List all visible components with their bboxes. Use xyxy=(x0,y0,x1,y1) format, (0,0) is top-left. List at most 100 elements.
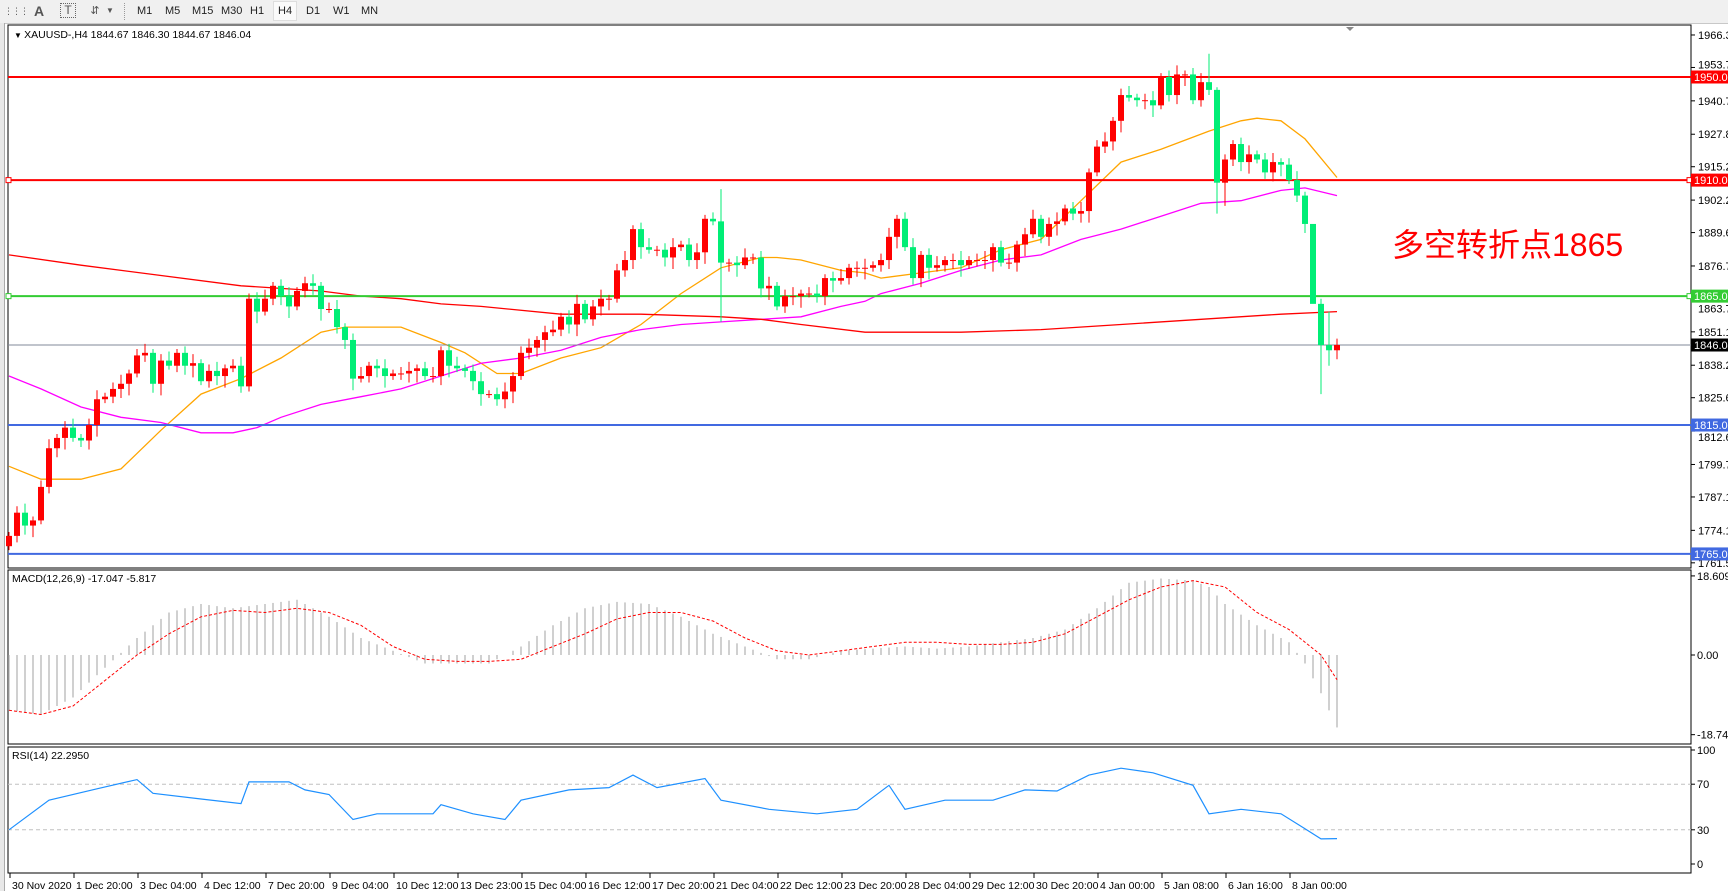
candle-body xyxy=(454,365,460,369)
level-price-tag xyxy=(1691,173,1728,187)
price-axis-label: 1876.70 xyxy=(1698,261,1728,273)
candle-body xyxy=(622,260,628,271)
candle-body xyxy=(862,267,868,269)
candle-body xyxy=(1150,100,1156,106)
candle-body xyxy=(886,236,892,261)
grid-icon[interactable]: ⋮⋮⋮ xyxy=(4,6,29,16)
arrows-icon[interactable]: ⇵ xyxy=(90,5,100,17)
toolbar: ⋮⋮⋮ A T ⇵ ▼ M1 M5 M15 M30 H1 H4 D1 W1 MN xyxy=(0,0,1728,24)
time-axis-label: 7 Dec 20:00 xyxy=(268,880,325,891)
shift-marker-icon[interactable] xyxy=(1346,27,1354,31)
level-price-tag xyxy=(1691,547,1728,561)
level-price-label: 1815.00 xyxy=(1694,420,1728,432)
candle-body xyxy=(1262,159,1268,173)
timeframe-mn[interactable]: MN xyxy=(361,5,379,17)
candle-body xyxy=(1030,218,1036,235)
candle-body xyxy=(54,437,60,449)
candle-body xyxy=(1118,95,1124,121)
candle-body xyxy=(198,363,204,382)
level-price-label: 1765.00 xyxy=(1694,549,1728,561)
timeframe-m1[interactable]: M1 xyxy=(137,5,153,17)
text-icon[interactable]: A xyxy=(33,3,45,19)
candle-body xyxy=(918,254,924,279)
time-axis-label: 9 Dec 04:00 xyxy=(332,880,389,891)
time-axis-label: 4 Jan 00:00 xyxy=(1100,880,1155,891)
rsi-panel xyxy=(7,746,1692,874)
candle-body xyxy=(518,352,524,377)
candle-body xyxy=(1006,262,1012,264)
candle-body xyxy=(598,298,604,307)
candle-body xyxy=(726,262,732,264)
candle-body xyxy=(646,247,652,250)
candle-body xyxy=(902,218,908,248)
candle-body xyxy=(534,339,540,348)
candle-body xyxy=(822,278,828,297)
candle-body xyxy=(1062,208,1068,222)
candle-body xyxy=(590,306,596,320)
timeframe-m15[interactable]: M15 xyxy=(192,5,214,17)
candle-body xyxy=(718,221,724,263)
time-axis-label: 13 Dec 23:00 xyxy=(460,880,523,891)
candle-body xyxy=(790,296,796,298)
candle-body xyxy=(1182,74,1188,76)
candle-body xyxy=(846,267,852,279)
candle-body xyxy=(1022,234,1028,245)
candle-body xyxy=(1174,74,1180,96)
candle-body xyxy=(1110,120,1116,142)
candle-body xyxy=(1078,211,1084,214)
candle-body xyxy=(334,309,340,328)
timeframe-m5[interactable]: M5 xyxy=(165,5,181,17)
timeframe-m30[interactable]: M30 xyxy=(221,5,243,17)
candle-body xyxy=(254,298,260,312)
left-edge xyxy=(0,23,5,891)
rsi-axis-label: 70 xyxy=(1697,779,1709,791)
level-price-tag xyxy=(1691,289,1728,303)
candle-body xyxy=(462,368,468,371)
candle-body xyxy=(582,303,588,320)
candle-body xyxy=(286,296,292,307)
candle-body xyxy=(894,218,900,237)
candle-body xyxy=(702,218,708,253)
candle-body xyxy=(1334,345,1340,351)
timeframe-h4[interactable]: H4 xyxy=(273,1,298,21)
rsi-title: RSI(14) 22.2950 xyxy=(12,750,90,762)
level-handle[interactable] xyxy=(5,177,12,184)
candle-body xyxy=(814,293,820,297)
text-label-icon[interactable]: T xyxy=(60,3,76,18)
candle-body xyxy=(1190,74,1196,101)
candle-body xyxy=(230,365,236,369)
price-axis-label: 1812.65 xyxy=(1698,432,1728,444)
timeframe-h1[interactable]: H1 xyxy=(250,5,265,17)
candle-body xyxy=(470,370,476,382)
candle-body xyxy=(150,352,156,384)
time-axis-label: 10 Dec 12:00 xyxy=(396,880,459,891)
candle-body xyxy=(278,285,284,297)
timeframe-w1[interactable]: W1 xyxy=(333,5,350,17)
candle-body xyxy=(342,327,348,340)
candle-body xyxy=(910,247,916,279)
time-axis-label: 3 Dec 04:00 xyxy=(140,880,197,891)
candle-body xyxy=(398,373,404,375)
candle-body xyxy=(6,535,12,547)
candle-body xyxy=(1206,82,1212,90)
candle-body xyxy=(78,437,84,441)
candle-body xyxy=(30,520,36,526)
candle-body xyxy=(222,368,228,377)
rsi-axis-label: 30 xyxy=(1697,825,1709,837)
timeframe-d1[interactable]: D1 xyxy=(306,5,321,17)
candle-body xyxy=(486,394,492,396)
chart-header: ▼ XAUUSD-,H4 1844.67 1846.30 1844.67 184… xyxy=(14,29,251,41)
time-axis-label: 16 Dec 12:00 xyxy=(588,880,651,891)
candle-body xyxy=(806,293,812,295)
dropdown-arrow-icon[interactable]: ▼ xyxy=(106,6,114,15)
level-handle[interactable] xyxy=(5,293,12,300)
candle-body xyxy=(1038,218,1044,237)
collapse-triangle-icon[interactable]: ▼ xyxy=(14,31,25,40)
candle-body xyxy=(1222,159,1228,183)
time-axis-label: 17 Dec 20:00 xyxy=(652,880,715,891)
candle-body xyxy=(942,260,948,266)
candle-body xyxy=(62,427,68,438)
candle-body xyxy=(246,298,252,387)
price-axis-label: 1902.25 xyxy=(1698,195,1728,207)
